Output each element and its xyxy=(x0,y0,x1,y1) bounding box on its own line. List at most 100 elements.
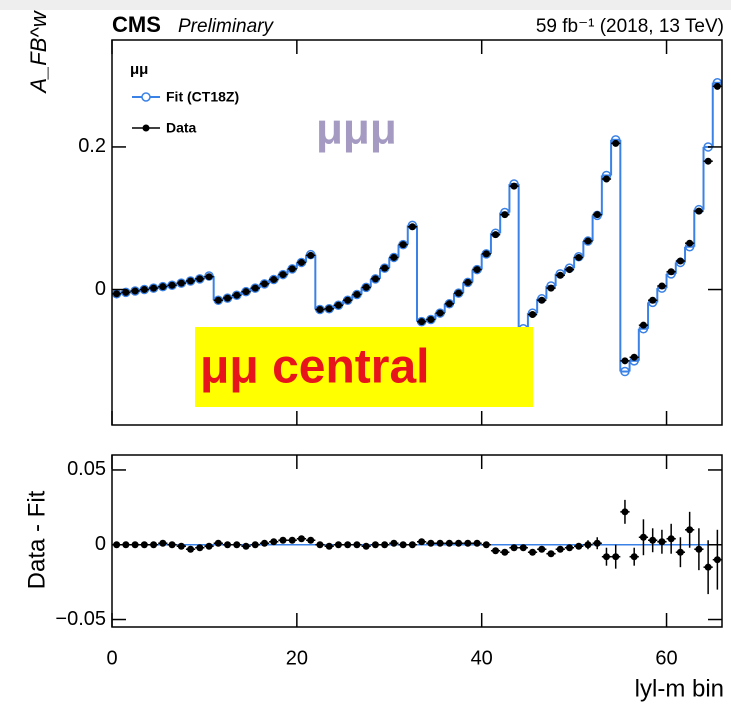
data-point xyxy=(140,541,148,549)
data-point xyxy=(113,290,121,298)
data-point xyxy=(399,541,407,549)
data-point xyxy=(566,544,573,552)
data-point xyxy=(279,536,287,544)
data-point xyxy=(501,548,509,556)
data-point xyxy=(381,264,389,272)
data-point xyxy=(676,257,684,265)
data-point xyxy=(390,253,398,261)
data-point xyxy=(639,533,647,541)
plot-frame xyxy=(111,454,723,628)
data-point xyxy=(612,139,620,147)
annotation: μμ central xyxy=(200,341,429,394)
data-point xyxy=(436,539,444,547)
data-point xyxy=(307,536,315,544)
data-point xyxy=(575,253,583,261)
data-point xyxy=(584,237,592,245)
data-point xyxy=(621,357,629,365)
y-axis-label: A_FB^w xyxy=(26,9,51,94)
data-point xyxy=(297,258,305,266)
legend-swatch xyxy=(141,92,151,102)
data-point xyxy=(261,539,268,547)
y-tick-label: 0.2 xyxy=(78,135,106,157)
legend-swatch xyxy=(142,124,150,132)
data-point xyxy=(353,541,361,549)
data-point xyxy=(630,553,638,561)
data-point xyxy=(131,287,139,295)
data-point xyxy=(667,268,675,276)
data-point xyxy=(362,283,370,291)
data-point xyxy=(334,301,342,309)
data-point xyxy=(427,315,435,323)
data-point xyxy=(307,251,315,259)
data-point xyxy=(131,541,139,549)
data-point xyxy=(242,288,250,296)
data-point xyxy=(316,541,324,549)
data-point xyxy=(224,541,232,549)
data-point xyxy=(159,539,167,547)
data-point xyxy=(510,544,518,552)
data-point xyxy=(695,545,703,553)
data-point xyxy=(187,277,195,285)
data-point xyxy=(455,539,463,547)
data-point xyxy=(177,542,185,550)
data-point xyxy=(371,275,379,283)
data-point xyxy=(214,296,222,304)
legend-label: Data xyxy=(166,120,197,136)
data-point xyxy=(150,541,158,549)
y-tick-label: 0 xyxy=(95,278,106,300)
data-point xyxy=(455,289,463,297)
data-point xyxy=(316,306,324,313)
data-point xyxy=(621,508,629,516)
data-point xyxy=(408,541,416,549)
data-point xyxy=(464,539,472,547)
data-point xyxy=(418,538,426,546)
data-point xyxy=(381,541,389,549)
data-point xyxy=(538,545,546,553)
data-point xyxy=(150,284,158,292)
data-point xyxy=(704,157,712,165)
data-point xyxy=(538,296,546,304)
data-point xyxy=(344,296,352,304)
data-point xyxy=(122,288,130,296)
data-point xyxy=(584,541,592,549)
data-point xyxy=(445,539,453,547)
y-tick-label: 0.05 xyxy=(67,458,106,480)
data-point xyxy=(602,553,610,561)
x-tick-label: 40 xyxy=(471,647,493,669)
data-point xyxy=(224,294,232,302)
data-point xyxy=(529,548,537,556)
data-point xyxy=(676,548,684,556)
data-point xyxy=(575,542,583,550)
data-point xyxy=(168,541,176,549)
data-point xyxy=(353,291,361,299)
data-point xyxy=(205,273,213,281)
status: Preliminary xyxy=(178,16,275,37)
data-point xyxy=(390,539,398,547)
legend-title: μμ xyxy=(130,61,148,78)
data-point xyxy=(408,223,416,231)
data-point xyxy=(556,545,564,553)
x-tick-label: 20 xyxy=(286,647,308,669)
data-point xyxy=(529,310,537,318)
data-point xyxy=(362,542,370,550)
data-point xyxy=(427,539,435,547)
data-point xyxy=(649,296,657,304)
data-point xyxy=(196,544,204,552)
data-point xyxy=(196,275,204,283)
data-point xyxy=(602,175,610,183)
data-point xyxy=(630,353,638,361)
data-point xyxy=(473,266,481,274)
data-point xyxy=(251,541,259,549)
data-point xyxy=(519,544,527,552)
data-point xyxy=(649,536,657,544)
data-point xyxy=(288,265,296,273)
data-point xyxy=(168,281,176,289)
annotation-box xyxy=(195,327,533,407)
data-point xyxy=(270,276,278,284)
data-point xyxy=(658,282,666,290)
data-point xyxy=(686,526,694,534)
x-axis-label: lyl-m bin xyxy=(635,675,724,702)
data-point xyxy=(288,536,296,544)
data-point xyxy=(510,182,518,190)
